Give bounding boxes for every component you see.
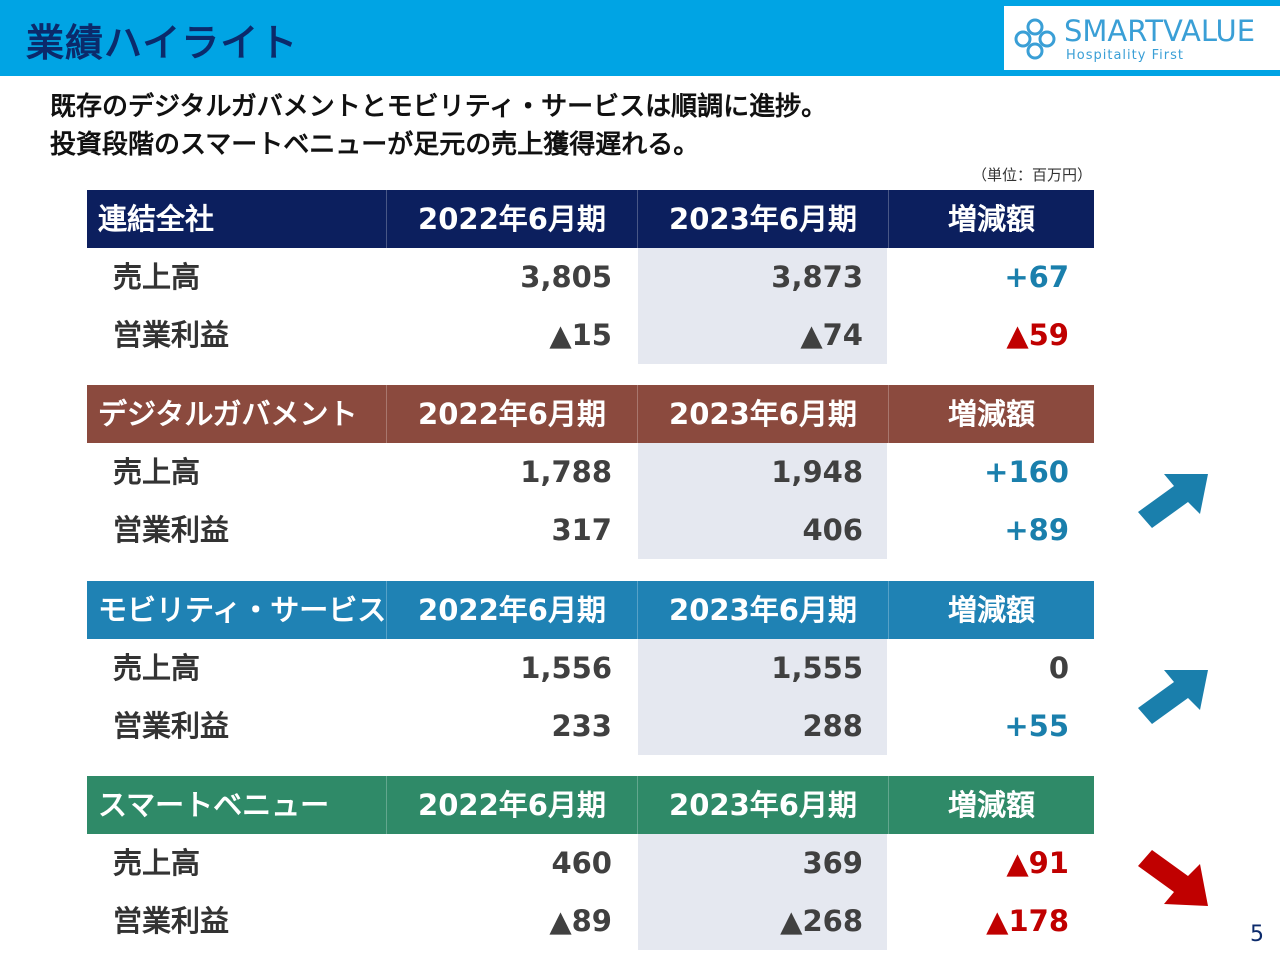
row-label: 営業利益 — [113, 513, 230, 547]
value-change: 0 — [1048, 651, 1069, 685]
headline-line-1: 既存のデジタルガバメントとモビリティ・サービスは順調に進捗。 — [50, 92, 828, 122]
row-label: 営業利益 — [113, 904, 230, 938]
column-divider — [637, 385, 638, 443]
current-year-highlight — [638, 248, 887, 364]
value-change: +67 — [1004, 260, 1069, 294]
table-row: 営業利益 ▲89 ▲268 ▲178 — [87, 892, 1094, 950]
column-header-fy2023: 2023年6月期 — [669, 788, 857, 822]
column-header-change: 増減額 — [947, 788, 1035, 822]
column-header-fy2022: 2022年6月期 — [418, 788, 606, 822]
value-change: ▲178 — [986, 904, 1069, 938]
headline: 既存のデジタルガバメントとモビリティ・サービスは順調に進捗。 投資段階のスマート… — [50, 88, 827, 164]
value-fy2023: ▲74 — [800, 318, 863, 352]
column-divider — [888, 581, 889, 639]
value-fy2022: 3,805 — [520, 260, 612, 294]
segment-name: 連結全社 — [98, 202, 215, 236]
value-change: +55 — [1004, 709, 1069, 743]
value-fy2022: 1,556 — [520, 651, 612, 685]
column-header-fy2022: 2022年6月期 — [418, 593, 606, 627]
logo-name: SMARTVALUE — [1064, 14, 1256, 48]
down-right-arrow-icon — [1138, 850, 1208, 906]
value-fy2023: 1,555 — [771, 651, 863, 685]
current-year-highlight — [638, 834, 887, 950]
value-change: +89 — [1004, 513, 1069, 547]
value-fy2023: 369 — [802, 846, 863, 880]
column-header-fy2023: 2023年6月期 — [669, 397, 857, 431]
table-row: 営業利益 233 288 +55 — [87, 697, 1094, 755]
segment-name: デジタルガバメント — [98, 397, 358, 431]
row-label: 売上高 — [113, 651, 201, 685]
row-label: 売上高 — [113, 846, 201, 880]
column-divider — [888, 776, 889, 834]
column-header-change: 増減額 — [947, 397, 1035, 431]
value-change: ▲91 — [1006, 846, 1069, 880]
table-row: 売上高 3,805 3,873 +67 — [87, 248, 1094, 306]
logo-mark-icon — [1014, 18, 1056, 60]
up-right-arrow-icon — [1138, 474, 1208, 528]
page-title: 業績ハイライト — [26, 21, 299, 65]
unit-note: （単位：百万円） — [972, 166, 1093, 184]
value-fy2023: 1,948 — [771, 455, 863, 489]
segment-table-smart-venue: スマートベニュー 2022年6月期 2023年6月期 増減額 売上高 460 3… — [87, 776, 1094, 950]
row-label: 営業利益 — [113, 709, 230, 743]
header-bar: 業績ハイライト SMARTVALUE Hospitality First — [0, 0, 1280, 76]
value-fy2023: ▲268 — [780, 904, 863, 938]
table-header: スマートベニュー 2022年6月期 2023年6月期 増減額 — [87, 776, 1094, 834]
segment-name: モビリティ・サービス — [98, 593, 387, 627]
row-label: 営業利益 — [113, 318, 230, 352]
column-divider — [637, 581, 638, 639]
table-header: モビリティ・サービス 2022年6月期 2023年6月期 増減額 — [87, 581, 1094, 639]
value-fy2022: 460 — [551, 846, 612, 880]
headline-line-2: 投資段階のスマートベニューが足元の売上獲得遅れる。 — [50, 130, 700, 160]
column-divider — [386, 581, 387, 639]
value-change: +160 — [984, 455, 1069, 489]
column-header-fy2022: 2022年6月期 — [418, 397, 606, 431]
page-number: 5 — [1250, 922, 1264, 947]
column-divider — [386, 776, 387, 834]
column-header-change: 増減額 — [947, 593, 1035, 627]
column-header-fy2022: 2022年6月期 — [418, 202, 606, 236]
value-fy2022: 233 — [551, 709, 612, 743]
segment-name: スマートベニュー — [98, 788, 330, 822]
table-header: 連結全社 2022年6月期 2023年6月期 増減額 — [87, 190, 1094, 248]
table-row: 売上高 460 369 ▲91 — [87, 834, 1094, 892]
column-header-fy2023: 2023年6月期 — [669, 202, 857, 236]
row-label: 売上高 — [113, 260, 201, 294]
table-row: 営業利益 ▲15 ▲74 ▲59 — [87, 306, 1094, 364]
value-fy2023: 288 — [802, 709, 863, 743]
up-right-arrow-icon — [1138, 670, 1208, 724]
value-fy2023: 3,873 — [771, 260, 863, 294]
value-fy2022: 1,788 — [520, 455, 612, 489]
row-label: 売上高 — [113, 455, 201, 489]
column-divider — [888, 190, 889, 248]
segment-table-digital-government: デジタルガバメント 2022年6月期 2023年6月期 増減額 売上高 1,78… — [87, 385, 1094, 559]
column-header-fy2023: 2023年6月期 — [669, 593, 857, 627]
value-fy2023: 406 — [802, 513, 863, 547]
logo-tagline: Hospitality First — [1066, 48, 1184, 63]
value-fy2022: 317 — [551, 513, 612, 547]
company-logo: SMARTVALUE Hospitality First — [1004, 6, 1280, 70]
segment-table-mobility-service: モビリティ・サービス 2022年6月期 2023年6月期 増減額 売上高 1,5… — [87, 581, 1094, 755]
table-header: デジタルガバメント 2022年6月期 2023年6月期 増減額 — [87, 385, 1094, 443]
column-header-change: 増減額 — [947, 202, 1035, 236]
current-year-highlight — [638, 639, 887, 755]
column-divider — [386, 385, 387, 443]
value-fy2022: ▲15 — [549, 318, 612, 352]
segment-table-consolidated: 連結全社 2022年6月期 2023年6月期 増減額 売上高 3,805 3,8… — [87, 190, 1094, 364]
column-divider — [637, 190, 638, 248]
value-fy2022: ▲89 — [549, 904, 612, 938]
value-change: ▲59 — [1006, 318, 1069, 352]
table-row: 営業利益 317 406 +89 — [87, 501, 1094, 559]
table-row: 売上高 1,556 1,555 0 — [87, 639, 1094, 697]
current-year-highlight — [638, 443, 887, 559]
table-row: 売上高 1,788 1,948 +160 — [87, 443, 1094, 501]
column-divider — [386, 190, 387, 248]
column-divider — [888, 385, 889, 443]
column-divider — [637, 776, 638, 834]
